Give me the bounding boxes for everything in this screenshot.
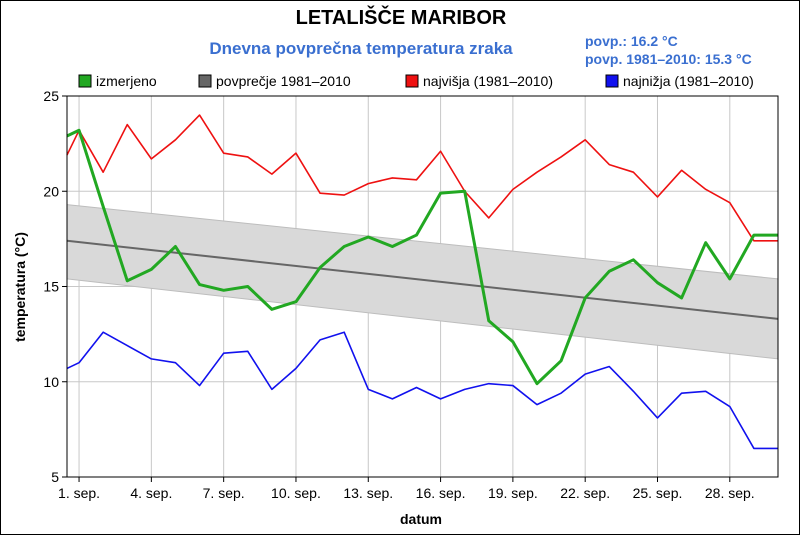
y-tick-label: 10 bbox=[43, 374, 59, 390]
normal-band-lower-edge bbox=[66, 278, 779, 360]
x-tick-label: 10. sep. bbox=[271, 485, 321, 501]
x-tick-label: 28. sep. bbox=[705, 485, 755, 501]
series-group bbox=[66, 114, 778, 450]
series-min-line bbox=[66, 331, 778, 450]
chart-title: LETALIŠČE MARIBOR bbox=[296, 5, 507, 29]
legend-label: povprečje 1981–2010 bbox=[216, 73, 351, 89]
x-tick-label: 4. sep. bbox=[130, 485, 172, 501]
legend-label: najvišja (1981–2010) bbox=[423, 73, 553, 89]
y-tick-label: 15 bbox=[43, 279, 59, 295]
x-tick-label: 19. sep. bbox=[488, 485, 538, 501]
legend-item-normal: povprečje 1981–2010 bbox=[198, 73, 351, 89]
normal-range-band bbox=[67, 204, 778, 359]
x-tick-label: 13. sep. bbox=[343, 485, 393, 501]
normal-mean-line bbox=[66, 239, 779, 320]
legend-item-min: najnižja (1981–2010) bbox=[605, 73, 754, 89]
y-tick-label: 5 bbox=[51, 469, 59, 485]
legend-item-measured: izmerjeno bbox=[78, 73, 157, 89]
chart-subtitle: Dnevna povprečna temperatura zraka bbox=[209, 39, 513, 58]
x-tick-label: 7. sep. bbox=[203, 485, 245, 501]
x-tick-label: 25. sep. bbox=[633, 485, 683, 501]
legend-item-max: najvišja (1981–2010) bbox=[405, 73, 553, 89]
legend-swatch bbox=[405, 74, 419, 88]
plot-border bbox=[66, 95, 779, 478]
stat-normal-average: povp. 1981–2010: 15.3 °C bbox=[585, 51, 752, 67]
y-tick-label: 20 bbox=[43, 183, 59, 199]
axes: 5 10 15 20 25 1. sep. 4. sep. 7. sep. 10. sep. 13… bbox=[43, 88, 779, 501]
y-tick-label: 25 bbox=[43, 88, 59, 104]
stat-current-average: povp.: 16.2 °C bbox=[585, 33, 678, 49]
legend-swatch bbox=[78, 74, 92, 88]
legend: izmerjeno povprečje 1981–2010 najvišja (19… bbox=[78, 73, 754, 89]
series-measured-line bbox=[66, 128, 778, 386]
x-axis-label: datum bbox=[400, 511, 442, 527]
legend-swatch bbox=[605, 74, 619, 88]
legend-label: izmerjeno bbox=[96, 73, 157, 89]
normal-range-band-group bbox=[66, 204, 779, 360]
x-tick-label: 1. sep. bbox=[58, 485, 100, 501]
legend-label: najnižja (1981–2010) bbox=[623, 73, 754, 89]
x-tick-label: 22. sep. bbox=[560, 485, 610, 501]
y-axis-label: temperatura (°C) bbox=[12, 232, 28, 342]
normal-band-upper-edge bbox=[66, 204, 779, 280]
legend-swatch bbox=[198, 74, 212, 88]
x-tick-label: 16. sep. bbox=[416, 485, 466, 501]
series-max-line bbox=[66, 114, 778, 242]
